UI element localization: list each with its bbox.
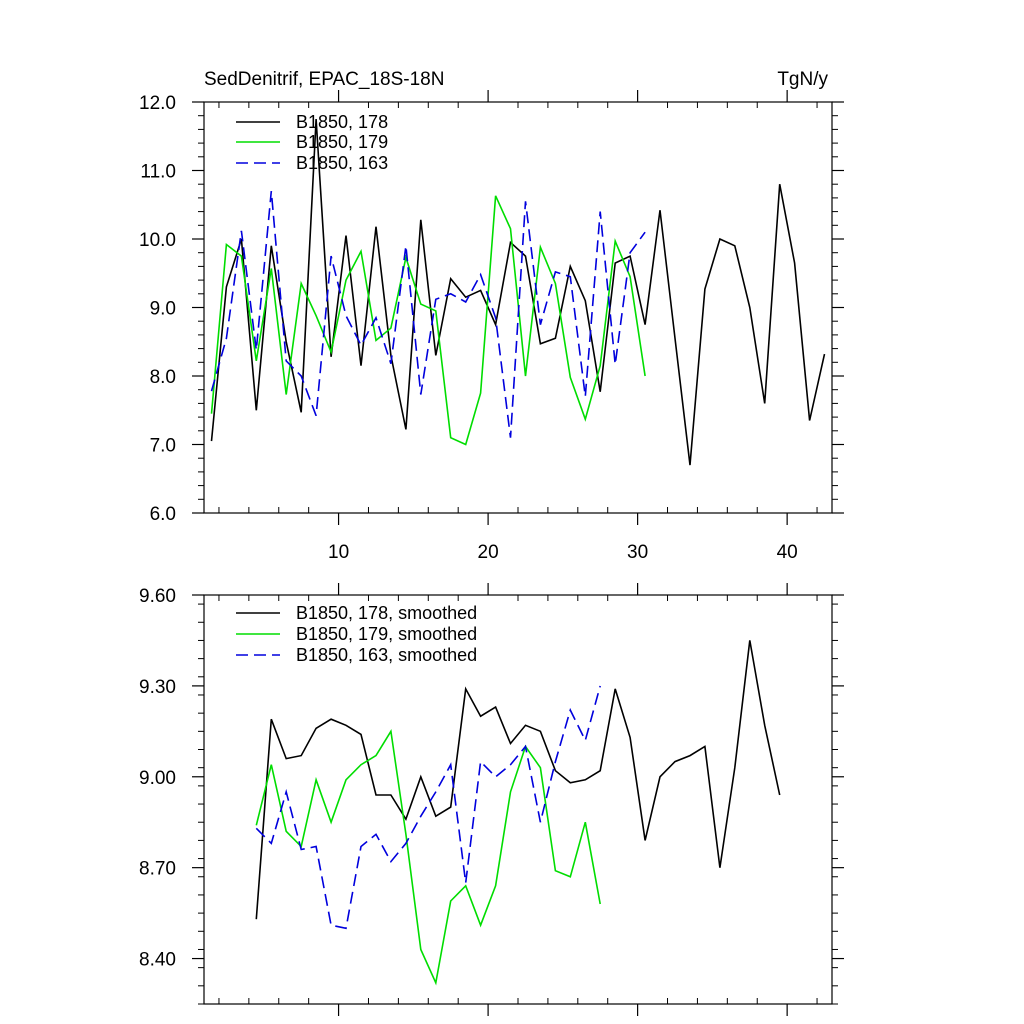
chart-title: SedDenitrif, EPAC_18S-18N (204, 69, 444, 90)
series-line-1 (255, 728, 601, 986)
x-tick-label: 10 (328, 542, 349, 563)
y-tick-label: 9.00 (139, 768, 176, 789)
legend-label: B1850, 179 (296, 132, 388, 152)
series-line-0 (255, 640, 781, 920)
x-tick-label: 40 (777, 542, 798, 563)
y-tick-label: 8.40 (139, 950, 176, 971)
series-line-2 (255, 685, 601, 930)
units-label: TgN/y (777, 69, 828, 90)
legend-label: B1850, 163 (296, 153, 388, 173)
series-line-2 (210, 191, 646, 438)
legend-label: B1850, 178 (296, 112, 388, 132)
bottom-panel: 8.40 8.70 9.00 9.30 9.60 B1850, 178, smoothed… (139, 583, 844, 1016)
legend-label: B1850, 163, smoothed (296, 645, 477, 665)
y-tick-label: 10.0 (139, 230, 176, 251)
y-tick-label: 11.0 (140, 162, 176, 183)
y-tick-label: 9.30 (139, 677, 176, 698)
y-tick-label: 8.70 (139, 859, 176, 880)
series-line-1 (210, 195, 646, 446)
y-tick-label: 7.0 (150, 436, 176, 457)
y-tick-label: 12.0 (139, 93, 176, 114)
y-tick-label: 9.0 (150, 299, 176, 320)
x-tick-label: 30 (627, 542, 648, 563)
legend-label: B1850, 179, smoothed (296, 624, 477, 644)
top-panel: SedDenitrif, EPAC_18S-18N TgN/y 10 20 30 40 6.… (139, 69, 844, 563)
y-tick-label: 6.0 (150, 504, 176, 525)
y-tick-label: 8.0 (150, 367, 176, 388)
series-line-0 (210, 119, 826, 466)
y-tick-label: 9.60 (139, 586, 176, 607)
legend-label: B1850, 178, smoothed (296, 603, 477, 623)
x-tick-label: 20 (478, 542, 499, 563)
